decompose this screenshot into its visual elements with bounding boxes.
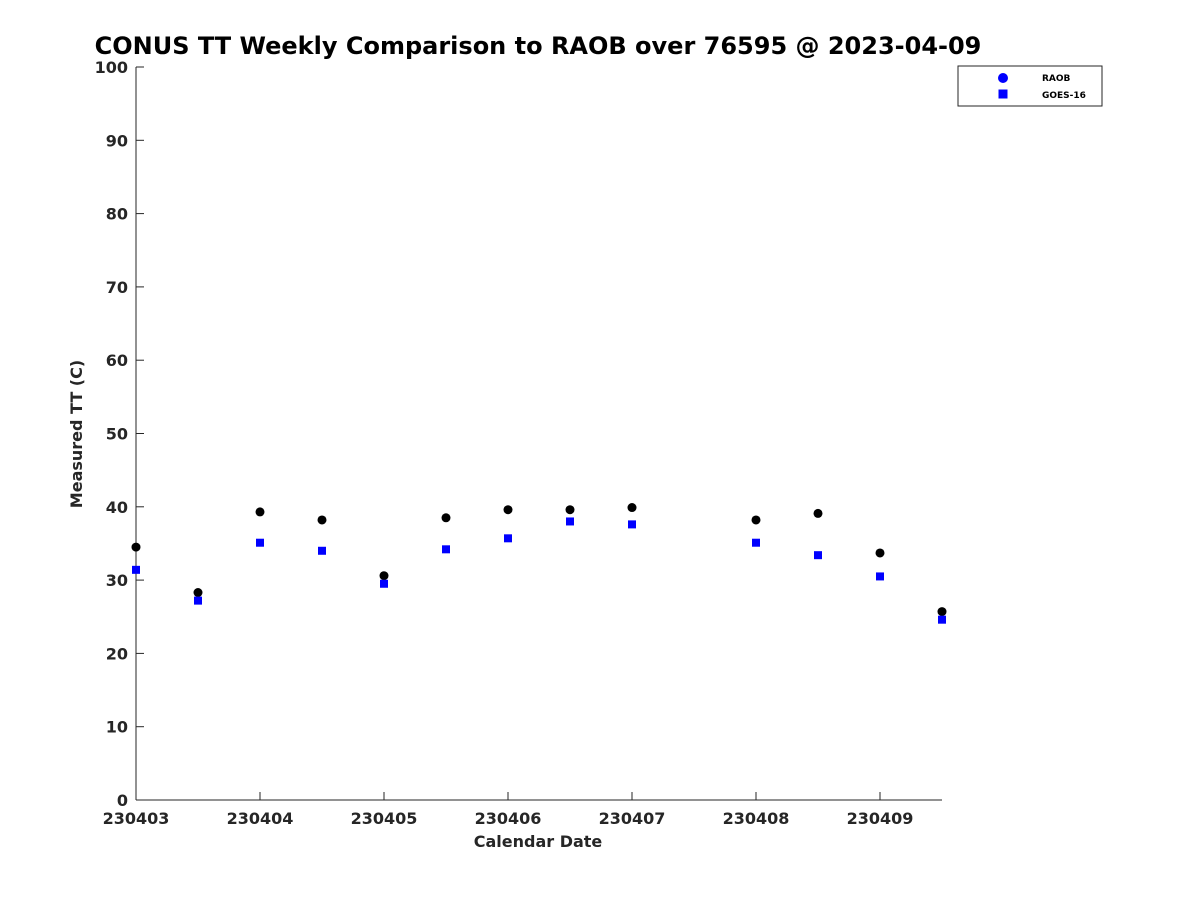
data-point-goes16	[256, 538, 264, 547]
data-point-goes16	[318, 546, 326, 555]
x-tick-label: 230409	[847, 809, 914, 828]
y-tick-label: 20	[106, 644, 128, 663]
data-point-raob	[193, 588, 203, 598]
markers	[131, 503, 947, 624]
data-point-raob	[565, 505, 575, 515]
y-tick-label: 40	[106, 498, 128, 517]
data-point-goes16	[504, 534, 512, 543]
y-axis-label: Measured TT (C)	[67, 360, 86, 508]
data-point-goes16	[628, 520, 636, 529]
x-tick-label: 230404	[227, 809, 294, 828]
x-tick-label: 230405	[351, 809, 418, 828]
y-ticks: 0 10 20 30 40 50 60 70 80 90 100	[95, 58, 144, 810]
data-point-goes16	[380, 579, 388, 588]
x-tick-label: 230408	[723, 809, 790, 828]
data-point-goes16	[876, 572, 884, 581]
y-tick-label: 80	[106, 205, 128, 224]
y-tick-label: 90	[106, 131, 128, 150]
plot-area	[135, 67, 942, 801]
data-point-goes16	[132, 565, 140, 574]
data-point-raob	[937, 607, 947, 617]
y-tick-label: 70	[106, 278, 128, 297]
y-tick-label: 30	[106, 571, 128, 590]
data-point-raob	[813, 508, 823, 518]
legend-marker-goes16	[998, 89, 1008, 99]
legend-box	[957, 65, 1103, 107]
x-tick-label: 230406	[475, 809, 542, 828]
data-point-goes16	[814, 551, 822, 560]
data-point-raob	[131, 542, 141, 552]
data-point-raob	[317, 515, 327, 525]
data-point-goes16	[752, 538, 760, 547]
y-tick-label: 100	[95, 58, 128, 77]
legend-label-raob: RAOB	[1042, 74, 1071, 84]
data-point-raob	[379, 571, 389, 581]
legend-marker-raob	[998, 73, 1008, 83]
data-point-goes16	[194, 596, 202, 605]
y-tick-label: 0	[117, 791, 128, 810]
x-tick-label: 230403	[103, 809, 170, 828]
data-point-raob	[875, 548, 885, 558]
y-tick-label: 50	[106, 425, 128, 444]
data-point-raob	[441, 513, 451, 523]
y-tick-label: 10	[106, 718, 128, 737]
y-tick-label: 60	[106, 351, 128, 370]
data-point-goes16	[938, 615, 946, 624]
data-point-goes16	[442, 545, 450, 554]
legend-label-goes16: GOES-16	[1042, 91, 1086, 101]
x-tick-label: 230407	[599, 809, 666, 828]
data-point-raob	[503, 505, 513, 515]
x-ticks: 230403 230404 230405 230406 230407 230408 2304…	[103, 792, 914, 828]
data-point-raob	[751, 515, 761, 525]
legend: RAOB GOES-16	[957, 65, 1103, 107]
data-point-goes16	[566, 517, 574, 526]
data-point-raob	[627, 503, 637, 513]
data-point-raob	[255, 507, 265, 517]
chart-title: CONUS TT Weekly Comparison to RAOB over …	[95, 32, 982, 60]
x-axis-label: Calendar Date	[474, 832, 603, 851]
